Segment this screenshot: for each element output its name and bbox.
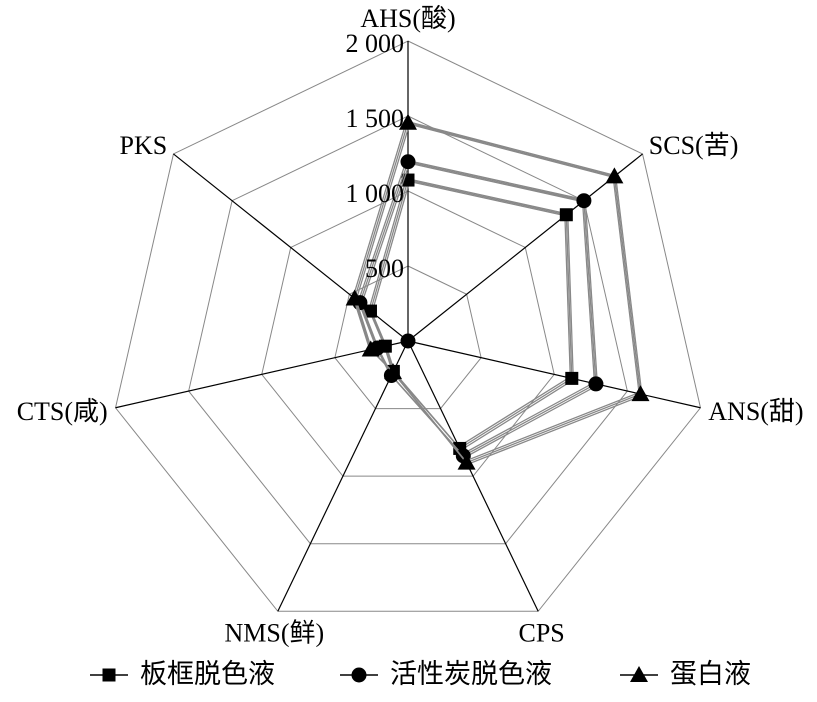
axis-line <box>407 153 643 342</box>
series-line <box>371 180 574 451</box>
axis-line <box>277 340 409 612</box>
legend: 板框脱色液 活性炭脱色液 蛋白液 <box>90 659 751 689</box>
tick-label: 1 500 <box>346 104 405 133</box>
grid-ring <box>188 115 628 545</box>
center-marker <box>400 333 416 349</box>
tick-label: 1 000 <box>346 179 405 208</box>
axis-label: ANS(甜) <box>708 397 803 426</box>
axis-label: SCS(苦) <box>649 131 739 160</box>
triangle-marker <box>605 167 624 184</box>
tick-label: 500 <box>365 254 404 283</box>
axis-line <box>115 340 409 409</box>
circle-marker <box>400 154 416 170</box>
series <box>345 113 650 470</box>
square-marker <box>565 371 579 385</box>
axis-label: AHS(酸) <box>360 4 455 33</box>
legend-square-icon <box>102 668 116 682</box>
axis-label: PKS <box>119 131 167 160</box>
triangle-marker <box>457 453 476 470</box>
legend-circle-icon <box>351 667 367 683</box>
series-triangle <box>345 113 650 470</box>
legend-label: 板框脱色液 <box>140 659 275 689</box>
grid-ring <box>261 190 555 477</box>
legend-triangle-icon <box>630 666 648 682</box>
triangle-marker <box>631 385 650 402</box>
series-line <box>355 123 643 465</box>
tick-label: 2 000 <box>346 29 405 58</box>
legend-label: 蛋白液 <box>670 659 751 689</box>
circle-marker <box>588 376 604 392</box>
legend-label: 活性炭脱色液 <box>390 659 552 689</box>
triangle-marker <box>345 289 364 306</box>
axis-line <box>407 340 701 409</box>
triangle-marker <box>399 113 417 130</box>
axis-label: CTS(咸) <box>17 397 108 426</box>
tick-labels: 500 1 000 1 500 2 000 <box>346 29 405 283</box>
axis-label: NMS(鲜) <box>225 618 325 647</box>
circle-marker <box>576 193 592 209</box>
square-marker <box>559 208 573 222</box>
square-marker <box>363 304 377 318</box>
triangle-marker <box>384 363 403 380</box>
triangle-marker <box>361 340 380 357</box>
grid-ring <box>114 40 702 612</box>
axis-label: CPS <box>519 618 565 647</box>
axis-line <box>407 340 539 612</box>
axis-labels: AHS(酸) SCS(苦) ANS(甜) CPS NMS(鲜) CTS(咸) PKS <box>17 4 804 647</box>
